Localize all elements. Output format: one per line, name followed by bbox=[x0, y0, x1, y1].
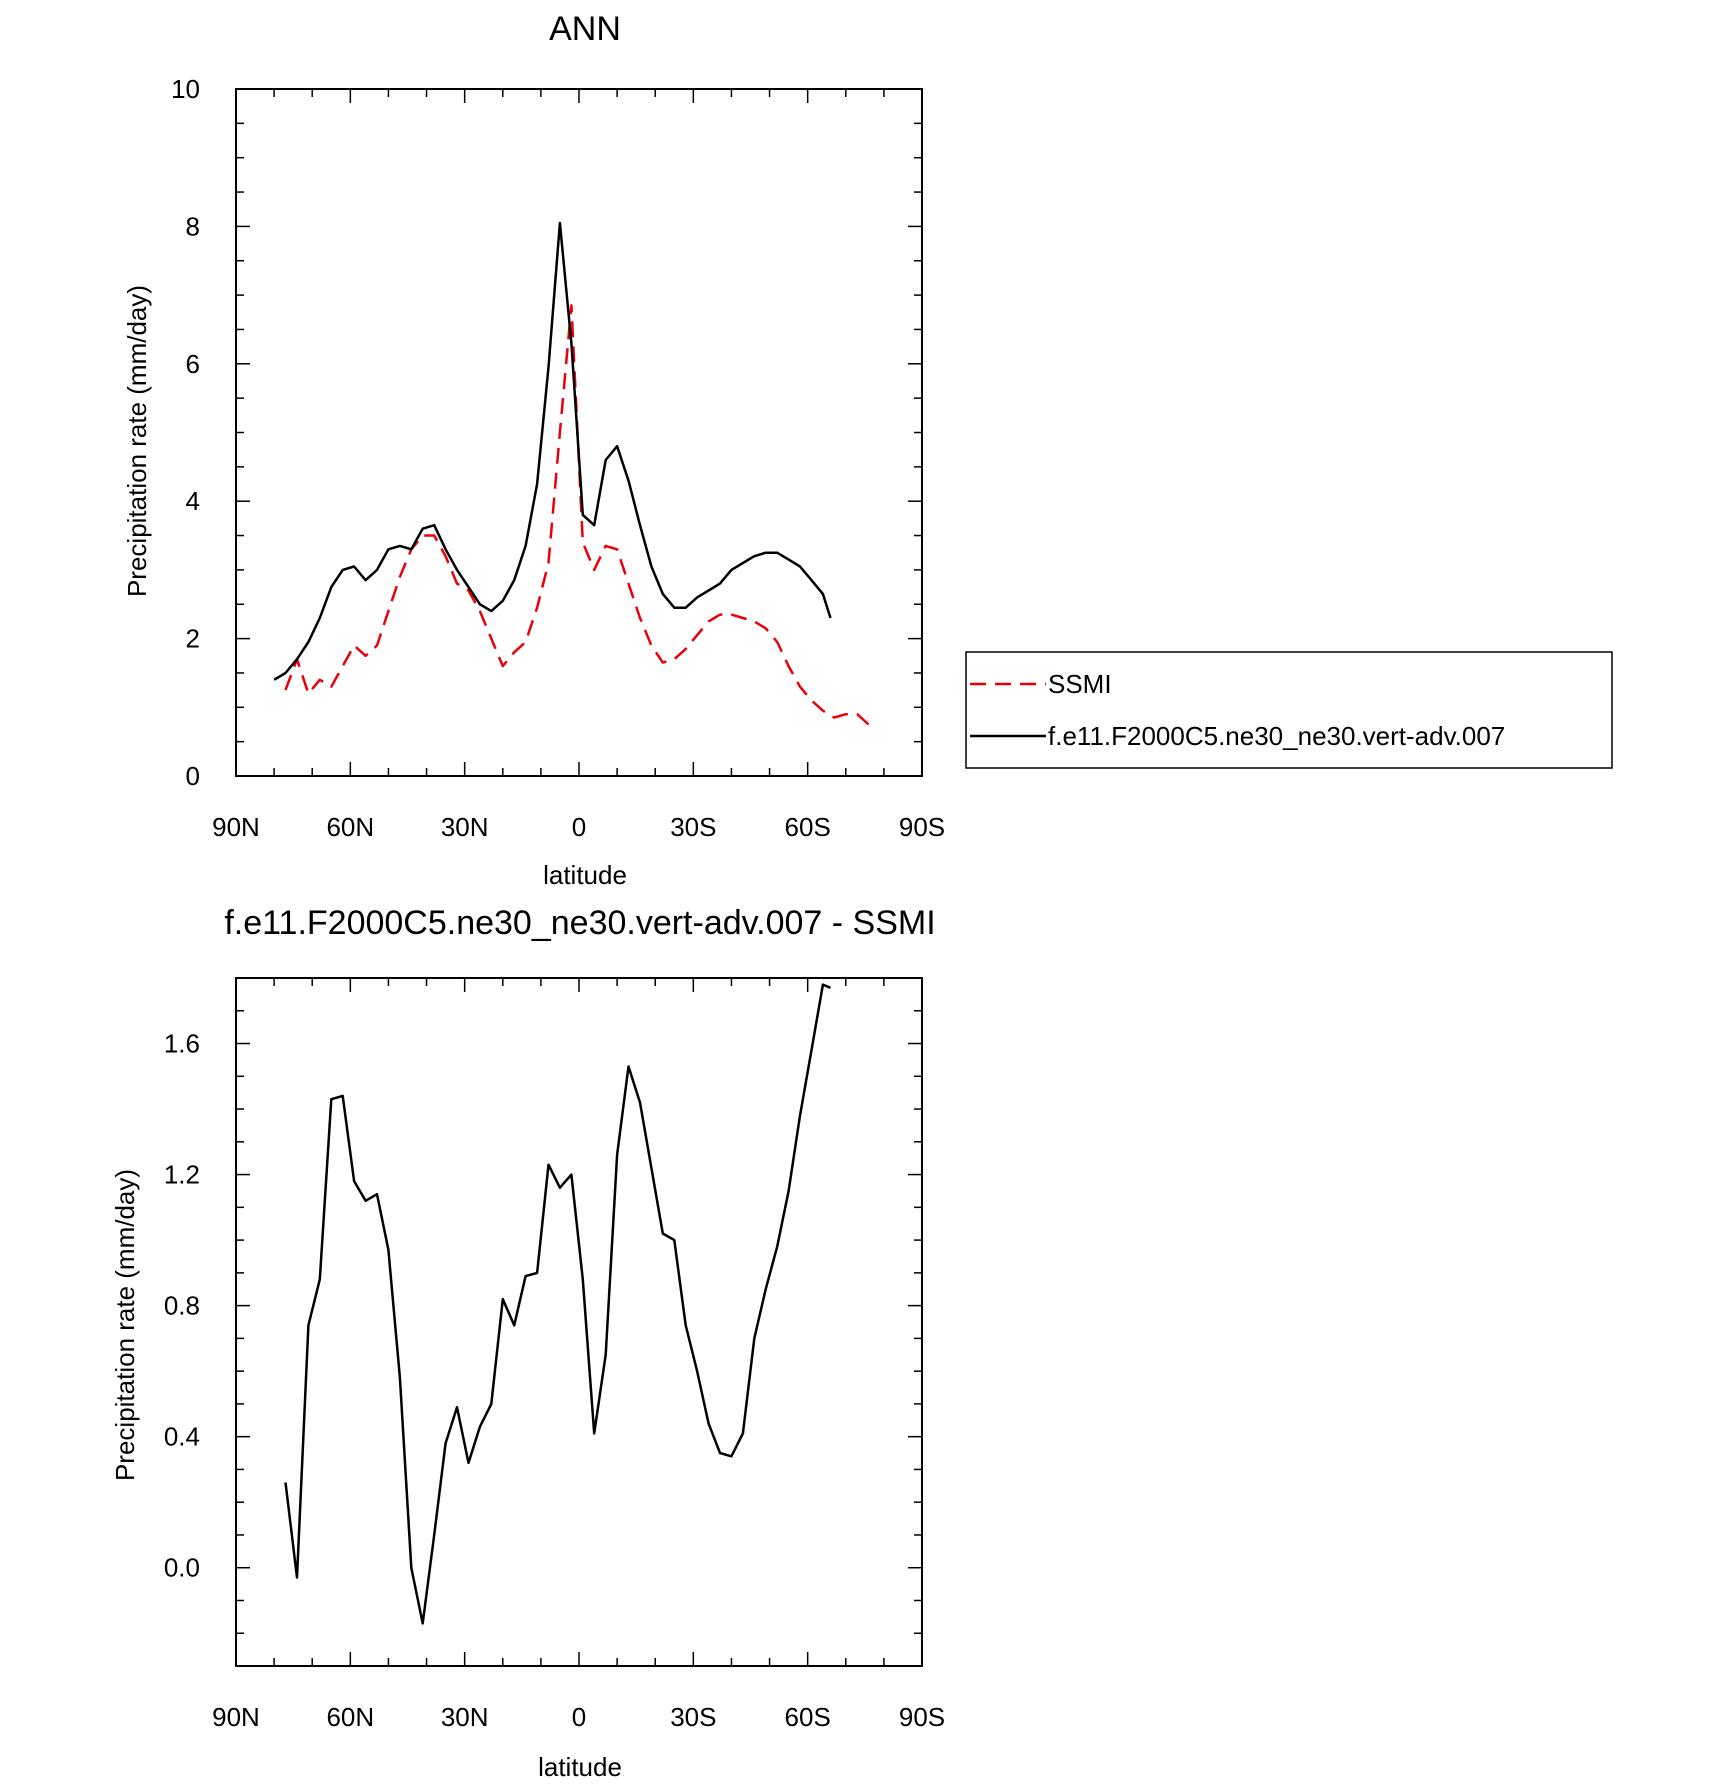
legend-box bbox=[965, 651, 1613, 769]
y-tick-label: 2 bbox=[186, 624, 200, 654]
y-tick-label: 8 bbox=[186, 211, 200, 241]
plot-area: 90N 60N 30N 0 30S 60S 90S 0.0 0.4 0.8 1.2 1.6 bbox=[164, 977, 945, 1732]
x-tick-label: 60S bbox=[785, 812, 831, 842]
y-axis-label: Precipitation rate (mm/day) bbox=[122, 285, 152, 597]
x-tick-label: 0 bbox=[572, 1702, 586, 1732]
x-tick-label: 90S bbox=[899, 812, 945, 842]
y-tick-label: 0.4 bbox=[164, 1422, 200, 1452]
x-tick-label: 30N bbox=[441, 1702, 489, 1732]
plot-area: 90N 60N 30N 0 30S 60S 90S 0 2 4 6 8 10 bbox=[171, 74, 945, 842]
y-tick-label: 1.6 bbox=[164, 1029, 200, 1059]
y-tick-label: 0.8 bbox=[164, 1291, 200, 1321]
y-axis-label: Precipitation rate (mm/day) bbox=[110, 1169, 140, 1481]
chart-title: ANN bbox=[549, 10, 621, 48]
legend-label-ssmi: SSMI bbox=[1048, 669, 1112, 699]
x-tick-label: 60S bbox=[785, 1702, 831, 1732]
x-tick-label: 60N bbox=[326, 812, 374, 842]
x-tick-label: 30S bbox=[670, 1702, 716, 1732]
x-axis-label: latitude bbox=[538, 1752, 622, 1782]
x-tick-label: 90S bbox=[899, 1702, 945, 1732]
series-line-1 bbox=[273, 221, 832, 681]
x-tick-label: 0 bbox=[572, 812, 586, 842]
y-tick-label: 10 bbox=[171, 74, 200, 104]
series-line-0 bbox=[284, 983, 831, 1625]
y-tick-label: 4 bbox=[186, 486, 200, 516]
x-axis-label: latitude bbox=[543, 860, 627, 890]
plot-frame bbox=[235, 977, 923, 1667]
x-tick-label: 30N bbox=[441, 812, 489, 842]
y-tick-label: 1.2 bbox=[164, 1160, 200, 1190]
y-tick-label: 0 bbox=[186, 761, 200, 791]
series-line-0 bbox=[284, 304, 870, 726]
x-tick-label: 90N bbox=[212, 812, 260, 842]
x-tick-label: 90N bbox=[212, 1702, 260, 1732]
plot-frame bbox=[235, 88, 923, 777]
y-tick-label: 6 bbox=[186, 349, 200, 379]
y-tick-label: 0.0 bbox=[164, 1553, 200, 1583]
x-tick-label: 30S bbox=[670, 812, 716, 842]
legend: SSMI f.e11.F2000C5.ne30_ne30.vert-adv.00… bbox=[965, 651, 1613, 769]
chart-title: f.e11.F2000C5.ne30_ne30.vert-adv.007 - S… bbox=[224, 904, 935, 942]
x-tick-label: 60N bbox=[326, 1702, 374, 1732]
legend-label-model: f.e11.F2000C5.ne30_ne30.vert-adv.007 bbox=[1048, 721, 1505, 751]
panel-difference: f.e11.F2000C5.ne30_ne30.vert-adv.007 - S… bbox=[110, 904, 945, 1782]
